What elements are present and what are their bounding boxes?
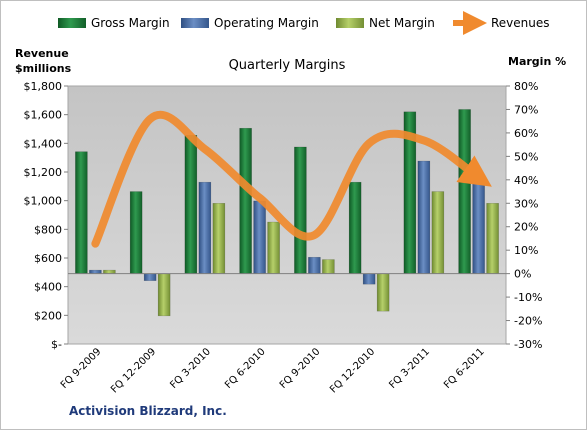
bar-gross-margin-fq-6-2011 xyxy=(459,109,471,273)
bar-gross-margin-fq-9-2009 xyxy=(75,152,87,274)
right-tick-label: 40% xyxy=(514,174,538,187)
left-axis: $- $200 $400 $600 $800 $1,000 $1,200 $1,400 $1,6… xyxy=(24,80,69,351)
legend-swatch-net-margin xyxy=(336,18,364,28)
left-axis-title-line1: Revenue xyxy=(15,47,69,60)
bar-gross-margin-fq-6-2010 xyxy=(240,128,252,273)
left-tick-label: $800 xyxy=(34,223,62,236)
right-axis-title: Margin % xyxy=(508,55,566,68)
right-tick-label: -20% xyxy=(514,315,542,328)
right-tick-label: 10% xyxy=(514,244,538,257)
bar-operating-margin-fq-6-2011 xyxy=(473,177,485,273)
legend-item-operating-margin: Operating Margin xyxy=(181,16,319,30)
bar-net-margin-fq-9-2010 xyxy=(322,260,334,274)
bar-net-margin-fq-9-2009 xyxy=(103,270,115,274)
chart-title: Quarterly Margins xyxy=(229,58,346,73)
bar-operating-margin-fq-6-2010 xyxy=(254,201,266,274)
bar-operating-margin-fq-12-2010 xyxy=(363,274,375,285)
category-label: FQ 9-2009 xyxy=(59,346,104,391)
category-label: FQ 3-2010 xyxy=(168,346,213,391)
bar-operating-margin-fq-12-2009 xyxy=(144,274,156,281)
left-tick-label: $1,400 xyxy=(24,137,63,150)
bar-operating-margin-fq-3-2011 xyxy=(418,161,430,274)
bar-net-margin-fq-12-2010 xyxy=(377,274,389,312)
legend-item-revenues: Revenues xyxy=(453,16,550,30)
left-tick-label: $600 xyxy=(34,252,62,265)
right-axis: -30% -20% -10% 0% 10% 20% 30% 40% 50% 60% 70% 80% xyxy=(506,80,542,351)
left-tick-label: $- xyxy=(51,338,62,351)
right-tick-label: -30% xyxy=(514,338,542,351)
legend-item-gross-margin: Gross Margin xyxy=(58,16,170,30)
right-tick-label: -10% xyxy=(514,291,542,304)
category-label: FQ 9-2010 xyxy=(278,346,323,391)
legend-label-operating-margin: Operating Margin xyxy=(214,16,319,30)
bar-net-margin-fq-6-2010 xyxy=(268,222,280,274)
legend-label-gross-margin: Gross Margin xyxy=(91,16,170,30)
category-label: FQ 3-2011 xyxy=(387,346,432,391)
left-axis-title-line2: $millions xyxy=(15,62,72,75)
bar-net-margin-fq-6-2011 xyxy=(487,203,499,273)
right-tick-label: 30% xyxy=(514,197,538,210)
legend-swatch-operating-margin xyxy=(181,18,209,28)
bar-operating-margin-fq-9-2009 xyxy=(89,270,101,274)
right-tick-label: 70% xyxy=(514,103,538,116)
bar-operating-margin-fq-3-2010 xyxy=(199,182,211,273)
legend-swatch-gross-margin xyxy=(58,18,86,28)
category-label: FQ 6-2011 xyxy=(442,346,487,391)
bar-net-margin-fq-12-2009 xyxy=(158,274,170,316)
legend-label-net-margin: Net Margin xyxy=(369,16,435,30)
bar-net-margin-fq-3-2011 xyxy=(432,192,444,274)
category-label: FQ 12-2010 xyxy=(328,346,377,395)
right-tick-label: 80% xyxy=(514,80,538,93)
category-label: FQ 12-2009 xyxy=(109,346,158,395)
left-tick-label: $1,200 xyxy=(24,166,63,179)
left-tick-label: $1,800 xyxy=(24,80,63,93)
legend-label-revenues: Revenues xyxy=(491,16,550,30)
right-tick-label: 50% xyxy=(514,150,538,163)
right-tick-label: 0% xyxy=(514,268,531,281)
legend: Gross Margin Operating Margin Net Margin… xyxy=(58,16,550,30)
legend-item-net-margin: Net Margin xyxy=(336,16,435,30)
right-tick-label: 20% xyxy=(514,221,538,234)
company-name: Activision Blizzard, Inc. xyxy=(69,404,227,418)
left-tick-label: $1,000 xyxy=(24,195,63,208)
category-label: FQ 6-2010 xyxy=(223,346,268,391)
bar-gross-margin-fq-12-2009 xyxy=(130,192,142,274)
left-tick-label: $400 xyxy=(34,281,62,294)
right-tick-label: 60% xyxy=(514,127,538,140)
left-tick-label: $200 xyxy=(34,309,62,322)
bar-gross-margin-fq-3-2010 xyxy=(185,135,197,273)
bar-net-margin-fq-3-2010 xyxy=(213,203,225,273)
bar-gross-margin-fq-9-2010 xyxy=(294,147,306,274)
bar-operating-margin-fq-9-2010 xyxy=(308,257,320,273)
bar-gross-margin-fq-12-2010 xyxy=(349,182,361,273)
left-tick-label: $1,600 xyxy=(24,109,63,122)
